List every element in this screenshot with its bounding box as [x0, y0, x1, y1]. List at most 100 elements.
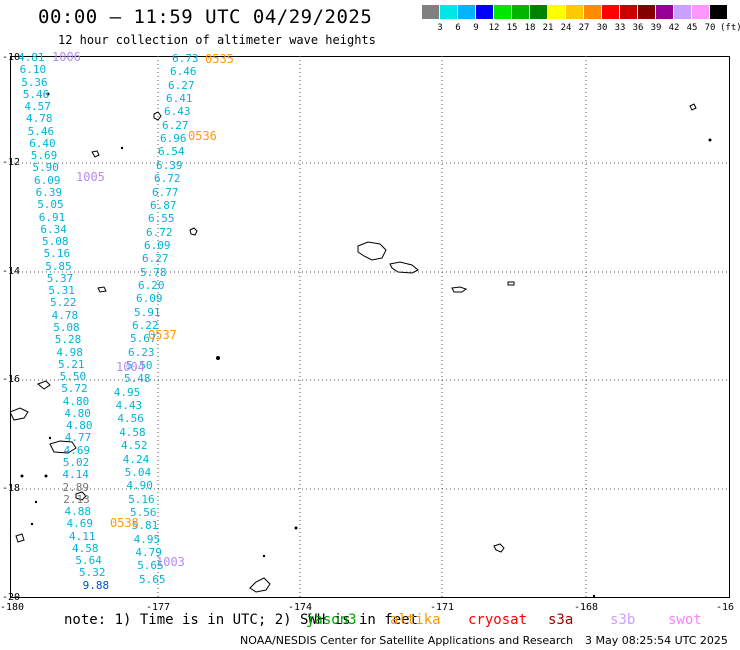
legend-swatch [566, 5, 583, 19]
legend-label: 36 [632, 23, 644, 33]
wave-height-value: 5.02 [62, 456, 90, 469]
wave-height-value: 5.72 [61, 382, 88, 396]
legend-swatch [710, 5, 727, 19]
wave-height-value: 6.96 [160, 132, 187, 146]
wave-height-value: 6.46 [170, 65, 197, 79]
legend-label: 21 [542, 23, 554, 33]
legend-label: 12 [488, 23, 500, 33]
wave-height-value: 5.46 [22, 87, 50, 101]
legend-label: 30 [596, 23, 608, 33]
legend-label: 45 [686, 23, 698, 33]
generated-timestamp: 3 May 08:25:54 UTC 2025 [585, 634, 728, 647]
wave-height-value: 4.81 [18, 51, 45, 64]
wave-height-value: 6.40 [29, 136, 56, 150]
pass-label-1004: 1004 [116, 360, 145, 374]
legend-swatch [602, 5, 619, 19]
pass-label-1005: 1005 [76, 170, 105, 184]
wave-height-value: 6.09 [136, 292, 163, 306]
pass-label-0536: 0536 [188, 129, 217, 143]
wave-height-value: 6.55 [148, 212, 175, 226]
legend-label: 33 [614, 23, 626, 33]
wave-height-value: 5.08 [42, 235, 69, 249]
wave-height-value: 6.87 [150, 198, 177, 212]
wave-height-value: 6.73 [172, 52, 199, 65]
wave-height-value: 5.32 [78, 566, 106, 580]
wave-height-value: 9.88 [82, 578, 110, 592]
wave-height-value: 5.56 [130, 505, 157, 519]
legend-swatch [692, 5, 709, 19]
longitude-tick-label: -168 [574, 602, 599, 613]
longitude-tick-label: -174 [288, 602, 313, 613]
wave-height-value: 5.90 [32, 161, 59, 175]
wave-height-value: 6.72 [146, 225, 173, 239]
latitude-tick-label: -14 [2, 266, 21, 277]
satellite-legend-swot: swot [668, 612, 702, 628]
legend-swatch [638, 5, 655, 19]
legend-label: 18 [524, 23, 536, 33]
wave-height-value: 4.80 [64, 406, 91, 420]
wave-height-value: 5.08 [53, 321, 80, 334]
wave-height-value: 5.81 [131, 519, 159, 533]
wave-height-value: 5.85 [45, 259, 72, 273]
wave-height-value: 2.13 [63, 492, 90, 506]
legend-label: 42 [668, 23, 680, 33]
map-title: 00:00 — 11:59 UTC 04/29/2025 [38, 6, 373, 28]
legend-swatch [440, 5, 457, 19]
wave-height-value: 5.21 [58, 357, 85, 371]
legend-swatch [476, 5, 493, 19]
wave-height-value: 5.69 [30, 149, 58, 163]
wave-height-value: 4.80 [66, 419, 93, 433]
wave-height-value: 4.14 [62, 468, 89, 482]
pass-label-0535: 0535 [205, 52, 234, 66]
wave-height-value: 5.48 [124, 372, 151, 386]
wave-height-value: 5.04 [124, 465, 152, 479]
legend-swatch [458, 5, 475, 19]
wave-height-value: 5.37 [46, 271, 74, 285]
wave-height-value: 5.78 [140, 265, 167, 279]
wave-height-value: 4.78 [26, 112, 53, 126]
legend-swatch [656, 5, 673, 19]
longitude-tick-label: -171 [430, 602, 455, 613]
legend-label: 9 [473, 23, 479, 33]
wave-height-value: 6.77 [152, 185, 179, 199]
wave-height-value: 5.67 [130, 332, 157, 346]
wave-height-value: 6.09 [144, 238, 171, 252]
legend-label: 6 [455, 23, 461, 33]
satellite-legend-altika: altika [390, 612, 441, 628]
legend-swatch [674, 5, 691, 19]
legend-label: 3 [437, 23, 443, 33]
wave-height-value: 4.98 [56, 345, 83, 359]
wave-height-value: 5.36 [21, 75, 48, 89]
credit-line: NOAA/NESDIS Center for Satellite Applica… [240, 634, 574, 647]
wave-height-value: 4.80 [62, 394, 90, 408]
wave-height-value: 6.39 [35, 186, 63, 199]
legend-unit: (ft) [720, 23, 740, 33]
legend-swatch [620, 5, 637, 19]
legend-swatch [422, 5, 439, 19]
wave-height-value: 5.65 [139, 572, 166, 586]
latitude-tick-label: -10 [2, 52, 21, 63]
legend-swatch [584, 5, 601, 19]
wave-height-value: 5.16 [43, 247, 71, 261]
wave-height-value: 4.78 [51, 308, 79, 322]
island-outlines [10, 103, 697, 593]
wave-height-value: 4.88 [64, 505, 92, 519]
small-island-dots [20, 92, 712, 598]
wave-height-value: 6.54 [158, 145, 185, 159]
longitude-tick-label: -177 [146, 602, 171, 613]
legend-swatch [548, 5, 565, 19]
wave-height-value: 4.24 [122, 452, 150, 466]
wave-height-value: 4.95 [133, 532, 161, 546]
legend-label: 27 [578, 23, 590, 33]
latitude-tick-label: -18 [2, 483, 21, 494]
wave-height-value: 6.27 [142, 252, 169, 266]
wave-height-value: 6.22 [132, 319, 159, 332]
latitude-tick-label: -20 [2, 592, 21, 603]
wave-height-value: 6.91 [38, 210, 66, 224]
wave-height-value: 5.16 [128, 492, 155, 506]
wave-height-value: 5.50 [59, 370, 87, 384]
satellite-legend-cryosat: cryosat [468, 612, 528, 628]
legend-swatch [512, 5, 529, 19]
wave-height-value: 4.57 [24, 100, 51, 114]
legend-swatch [530, 5, 547, 19]
